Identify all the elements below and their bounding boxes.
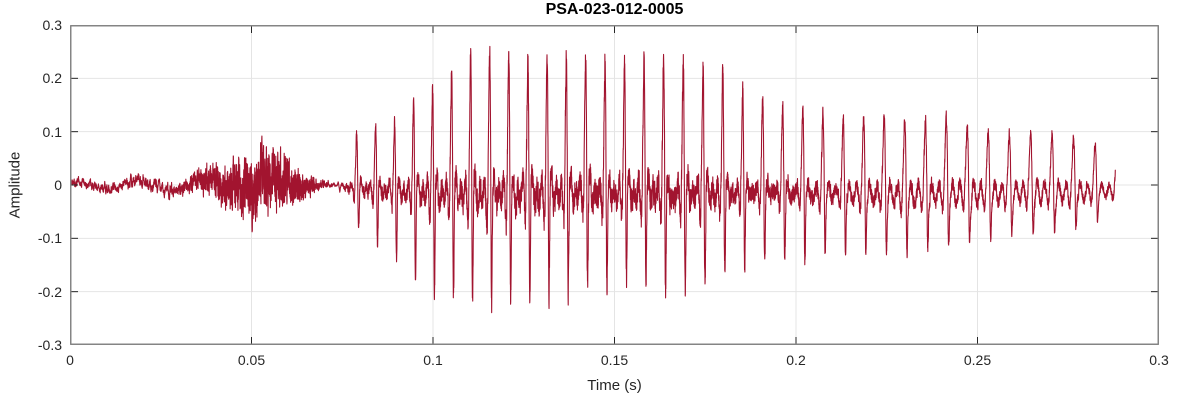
y-tick-label: -0.3 bbox=[37, 337, 62, 353]
y-tick-label: 0.1 bbox=[42, 123, 62, 140]
x-tick-label: 0 bbox=[66, 352, 74, 368]
waveform-canvas bbox=[70, 25, 1159, 345]
plot-area bbox=[70, 25, 1159, 345]
chart-title: PSA-023-012-0005 bbox=[545, 1, 684, 18]
x-tick-label: 0.2 bbox=[786, 352, 806, 368]
y-tick-label: 0.3 bbox=[42, 17, 62, 33]
x-tick-label: 0.25 bbox=[963, 352, 992, 368]
x-tick-label: 0.15 bbox=[600, 352, 629, 368]
x-tick-label: 0.1 bbox=[423, 352, 443, 368]
x-axis-label: Time (s) bbox=[587, 377, 642, 394]
x-tick-label: 0.05 bbox=[237, 352, 266, 368]
y-tick-label: -0.1 bbox=[37, 230, 62, 247]
y-tick-label: 0.2 bbox=[42, 70, 62, 87]
x-tick-label: 0.3 bbox=[1149, 352, 1169, 368]
y-tick-label: 0 bbox=[54, 177, 62, 193]
y-tick-label: -0.2 bbox=[37, 283, 62, 300]
